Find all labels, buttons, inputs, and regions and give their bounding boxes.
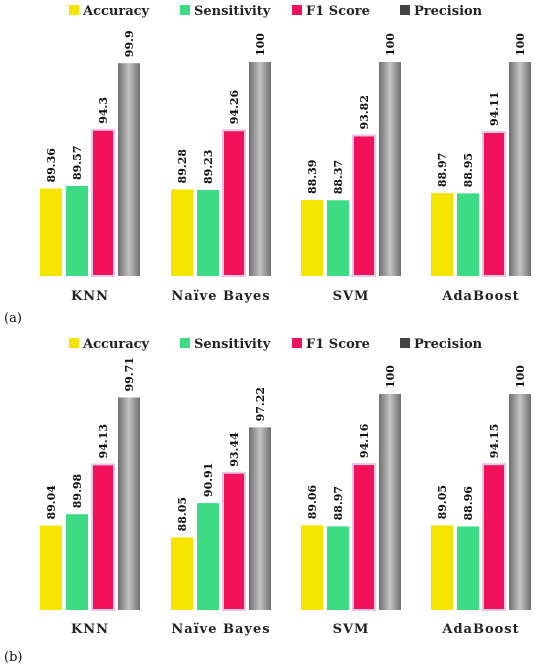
bar-svm-f1-score (352, 134, 376, 277)
data-label-naive-bayes-f1-score: 94.26 (228, 89, 241, 124)
data-label-naive-bayes-precision: 97.22 (254, 387, 267, 421)
data-label-naive-bayes-sensitivity: 89.23 (202, 150, 215, 184)
data-label-svm-precision: 100 (384, 365, 397, 388)
category-label-svm: SVM (333, 622, 370, 637)
legend-swatch-f1-score (292, 338, 302, 348)
bar-svm-sensitivity (327, 526, 349, 610)
bar-knn-f1-score (91, 463, 115, 611)
legend-label-sensitivity: Sensitivity (194, 4, 271, 19)
bar-naive-bayes-sensitivity (197, 190, 219, 276)
category-label-adaboost: AdaBoost (441, 622, 519, 637)
bar-adaboost-accuracy (431, 525, 453, 610)
bar-knn-sensitivity (66, 514, 88, 610)
bar-naive-bayes-precision (249, 427, 271, 610)
data-label-adaboost-sensitivity: 88.95 (462, 153, 475, 187)
bar-svm-f1-score (352, 463, 376, 611)
bar-knn-sensitivity (66, 186, 88, 276)
data-label-knn-f1-score: 94.3 (97, 97, 110, 124)
bar-svm-sensitivity (327, 200, 349, 276)
bar-adaboost-sensitivity (457, 193, 479, 276)
bar-svm-accuracy (301, 525, 323, 610)
data-label-knn-precision: 99.9 (123, 30, 136, 57)
data-label-knn-sensitivity: 89.57 (71, 146, 84, 180)
bar-naive-bayes-sensitivity (197, 503, 219, 610)
bar-adaboost-f1-score (482, 463, 506, 612)
data-label-knn-sensitivity: 89.98 (71, 473, 84, 508)
legend-swatch-f1-score (292, 5, 302, 15)
data-label-svm-accuracy: 88.39 (306, 160, 319, 194)
data-label-adaboost-f1-score: 94.11 (488, 92, 501, 126)
data-label-adaboost-precision: 100 (514, 33, 527, 56)
data-label-naive-bayes-f1-score: 93.44 (228, 432, 241, 467)
bar-knn-precision (118, 63, 140, 276)
bar-adaboost-precision (509, 394, 531, 610)
category-label-svm: SVM (333, 289, 370, 304)
chart-panel-b: Accuracy Sensitivity F1 Score Precision 89.0… (4, 337, 531, 665)
legend-swatch-sensitivity (180, 5, 190, 15)
chart-panel-a: Accuracy Sensitivity F1 Score Precision 89.3… (4, 4, 531, 326)
panel-label: (a) (4, 311, 22, 326)
legend-swatch-accuracy (69, 338, 79, 348)
bar-naive-bayes-precision (249, 62, 271, 276)
data-label-svm-f1-score: 93.82 (358, 95, 371, 129)
data-label-naive-bayes-accuracy: 89.28 (176, 149, 189, 184)
data-label-naive-bayes-accuracy: 88.05 (176, 497, 189, 531)
data-label-adaboost-precision: 100 (514, 365, 527, 388)
category-label-naive-bayes: Naïve Bayes (171, 622, 270, 637)
bar-knn-f1-score (91, 128, 115, 277)
legend-label-f1-score: F1 Score (306, 337, 370, 352)
data-label-naive-bayes-precision: 100 (254, 33, 267, 56)
legend-swatch-sensitivity (180, 338, 190, 348)
legend-swatch-precision (400, 5, 410, 15)
data-label-adaboost-f1-score: 94.15 (488, 424, 501, 458)
data-label-svm-sensitivity: 88.97 (332, 486, 345, 520)
bar-naive-bayes-f1-score (222, 471, 246, 611)
category-label-knn: KNN (71, 289, 109, 304)
data-label-naive-bayes-sensitivity: 90.91 (202, 463, 215, 497)
bar-adaboost-sensitivity (457, 526, 479, 610)
bar-adaboost-accuracy (431, 193, 453, 276)
data-label-svm-precision: 100 (384, 33, 397, 56)
legend-label-accuracy: Accuracy (82, 337, 150, 352)
data-label-svm-f1-score: 94.16 (358, 423, 371, 458)
legend-label-precision: Precision (414, 337, 483, 352)
data-label-adaboost-accuracy: 88.97 (436, 153, 449, 187)
bar-knn-precision (118, 397, 140, 610)
bar-adaboost-precision (509, 62, 531, 276)
bar-adaboost-f1-score (482, 131, 506, 277)
legend-label-f1-score: F1 Score (306, 4, 370, 19)
bar-naive-bayes-f1-score (222, 129, 246, 277)
bar-svm-precision (379, 62, 401, 276)
panel-label: (b) (4, 650, 22, 665)
bar-naive-bayes-accuracy (171, 189, 193, 276)
data-label-knn-f1-score: 94.13 (97, 424, 110, 458)
data-label-knn-precision: 99.71 (123, 357, 136, 391)
data-label-knn-accuracy: 89.36 (45, 148, 58, 183)
bar-naive-bayes-accuracy (171, 537, 193, 610)
legend-label-precision: Precision (414, 4, 483, 19)
legend-label-accuracy: Accuracy (82, 4, 150, 19)
bar-svm-precision (379, 394, 401, 610)
bar-knn-accuracy (40, 188, 62, 276)
category-label-naive-bayes: Naïve Bayes (171, 289, 270, 304)
category-label-knn: KNN (71, 622, 109, 637)
legend-swatch-accuracy (69, 5, 79, 15)
bar-knn-accuracy (40, 525, 62, 610)
bar-svm-accuracy (301, 200, 323, 276)
category-label-adaboost: AdaBoost (441, 289, 519, 304)
data-label-svm-accuracy: 89.06 (306, 484, 319, 519)
data-label-adaboost-accuracy: 89.05 (436, 485, 449, 519)
data-label-svm-sensitivity: 88.37 (332, 160, 345, 194)
data-label-knn-accuracy: 89.04 (45, 485, 58, 520)
legend-label-sensitivity: Sensitivity (194, 337, 271, 352)
legend-swatch-precision (400, 338, 410, 348)
data-label-adaboost-sensitivity: 88.96 (462, 486, 475, 521)
